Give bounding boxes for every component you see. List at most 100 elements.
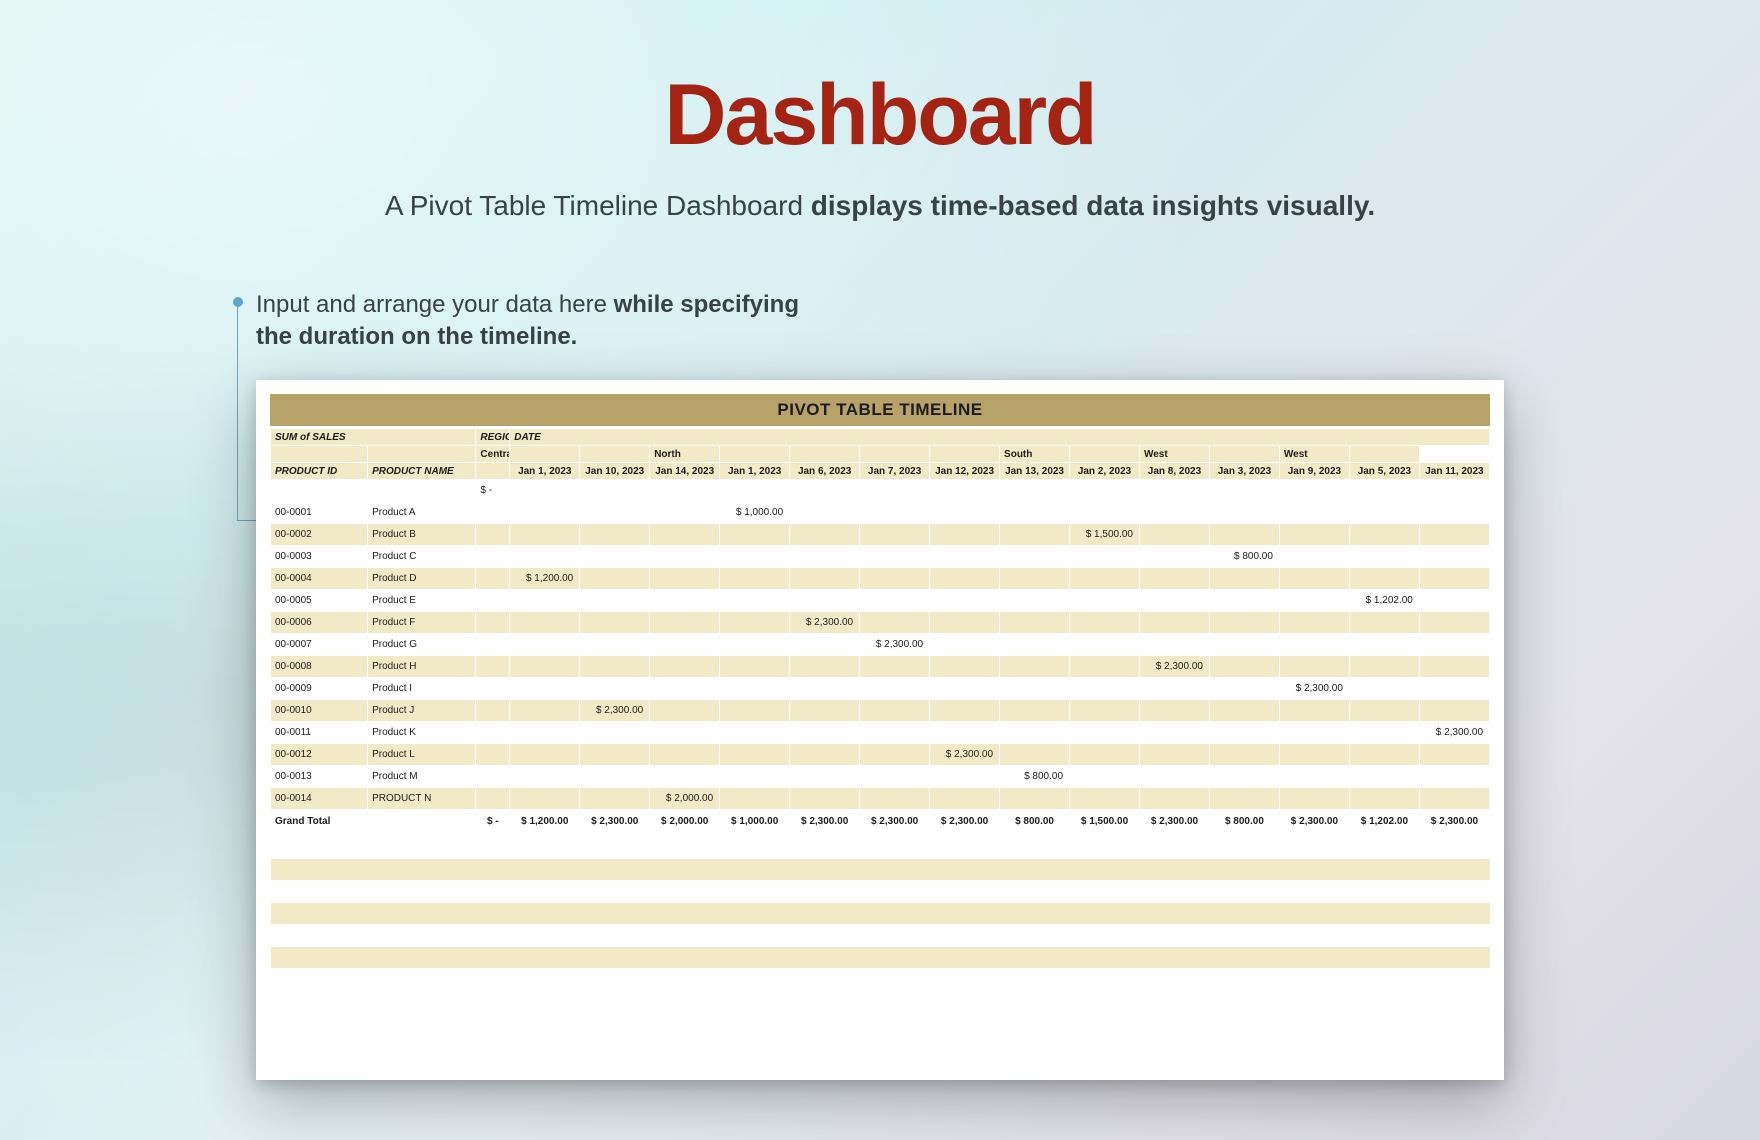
cell-product-name: Product L [368, 744, 476, 766]
cell-amount [1070, 568, 1140, 590]
cell-amount [1209, 700, 1279, 722]
cell-amount [580, 656, 650, 678]
cell-amount [1419, 788, 1489, 810]
subtitle: A Pivot Table Timeline Dashboard display… [0, 190, 1760, 222]
empty-cell [271, 903, 1491, 925]
grand-total-cell: $ 800.00 [1000, 810, 1070, 834]
cell-amount [1209, 656, 1279, 678]
callout-line-vertical [237, 307, 238, 520]
cell-amount [1000, 722, 1070, 744]
cell-amount [1000, 788, 1070, 810]
cell-product-name: Product C [368, 546, 476, 568]
cell-amount [1279, 656, 1349, 678]
cell-amount [510, 546, 580, 568]
cell-product-id: 00-0011 [271, 722, 368, 744]
cell-amount [1419, 590, 1489, 612]
cell-amount [1209, 634, 1279, 656]
grand-total-cell: $ 1,200.00 [510, 810, 580, 834]
cell-product-id: 00-0013 [271, 766, 368, 788]
grand-total-cell: $ 2,300.00 [930, 810, 1000, 834]
cell-amount [1209, 788, 1279, 810]
cell-amount: $ 2,300.00 [1419, 722, 1489, 744]
cell-amount: $ 1,202.00 [1349, 590, 1419, 612]
cell-amount [860, 744, 930, 766]
grand-total-cell: $ 800.00 [1209, 810, 1279, 834]
cell-amount [1419, 656, 1489, 678]
cell-amount [860, 700, 930, 722]
header-date-col: Jan 7, 2023 [860, 463, 930, 480]
cell-amount [580, 546, 650, 568]
header-date-col: Jan 9, 2023 [1279, 463, 1349, 480]
cell-amount [1139, 524, 1209, 546]
grand-total-cell: $ 1,202.00 [1349, 810, 1419, 834]
cell-amount [720, 634, 790, 656]
cell-amount [1419, 546, 1489, 568]
empty-cell [271, 859, 1491, 881]
cell-amount [1419, 634, 1489, 656]
cell-product-id: 00-0008 [271, 656, 368, 678]
cell-amount [510, 678, 580, 700]
cell-amount [1070, 634, 1140, 656]
cell-amount [1209, 744, 1279, 766]
cell-amount [650, 700, 720, 722]
cell-amount [1349, 788, 1419, 810]
cell-amount [1070, 700, 1140, 722]
cell-amount [790, 568, 860, 590]
cell-product-name: Product K [368, 722, 476, 744]
header-product-name: PRODUCT NAME [368, 463, 476, 480]
header-date-col: Jan 12, 2023 [930, 463, 1000, 480]
grand-total-cell: $ 2,300.00 [860, 810, 930, 834]
cell-amount [930, 722, 1000, 744]
grand-total-cell: $ 2,000.00 [650, 810, 720, 834]
cell-product-id: 00-0007 [271, 634, 368, 656]
cell-product-name: Product I [368, 678, 476, 700]
cell-product-id: 00-0004 [271, 568, 368, 590]
cell-amount [790, 502, 860, 524]
cell-amount [1279, 722, 1349, 744]
cell-amount [720, 722, 790, 744]
spreadsheet-panel: PIVOT TABLE TIMELINE SUM of SALESREGIOND… [256, 380, 1504, 1080]
cell-amount [1139, 546, 1209, 568]
cell-amount [720, 700, 790, 722]
cell-amount [860, 656, 930, 678]
cell-amount: $ 2,300.00 [580, 700, 650, 722]
cell-amount [1419, 744, 1489, 766]
header-date-col: Jan 6, 2023 [790, 463, 860, 480]
cell-amount [930, 612, 1000, 634]
empty-cell [271, 881, 1491, 903]
cell-amount [580, 502, 650, 524]
pivot-table: SUM of SALESREGIONDATECentralNorthSouthW… [270, 428, 1490, 834]
header-product-id: PRODUCT ID [271, 463, 368, 480]
cell-amount [580, 612, 650, 634]
cell-amount [1349, 722, 1419, 744]
cell-amount [1279, 634, 1349, 656]
cell-amount [860, 546, 930, 568]
cell-amount [510, 788, 580, 810]
cell-amount [580, 722, 650, 744]
cell-amount [580, 568, 650, 590]
cell-amount [1139, 744, 1209, 766]
cell-product-name: Product H [368, 656, 476, 678]
cell-amount [1139, 502, 1209, 524]
cell-amount [1000, 546, 1070, 568]
cell-amount [790, 546, 860, 568]
cell-amount [650, 524, 720, 546]
cell-amount [930, 656, 1000, 678]
cell-amount [650, 678, 720, 700]
cell-product-name: Product F [368, 612, 476, 634]
cell-product-name: Product E [368, 590, 476, 612]
cell-product-id: 00-0014 [271, 788, 368, 810]
cell-amount [1139, 678, 1209, 700]
header-date-col: Jan 1, 2023 [510, 463, 580, 480]
cell-amount [860, 524, 930, 546]
cell-amount [1419, 502, 1489, 524]
cell-amount [650, 634, 720, 656]
cell-amount [1070, 722, 1140, 744]
header-date-col: Jan 2, 2023 [1070, 463, 1140, 480]
cell-amount [860, 590, 930, 612]
region-label: North [650, 446, 720, 463]
header-date-col: Jan 3, 2023 [1209, 463, 1279, 480]
cell-product-name: Product M [368, 766, 476, 788]
cell-amount [720, 524, 790, 546]
cell-product-id: 00-0002 [271, 524, 368, 546]
